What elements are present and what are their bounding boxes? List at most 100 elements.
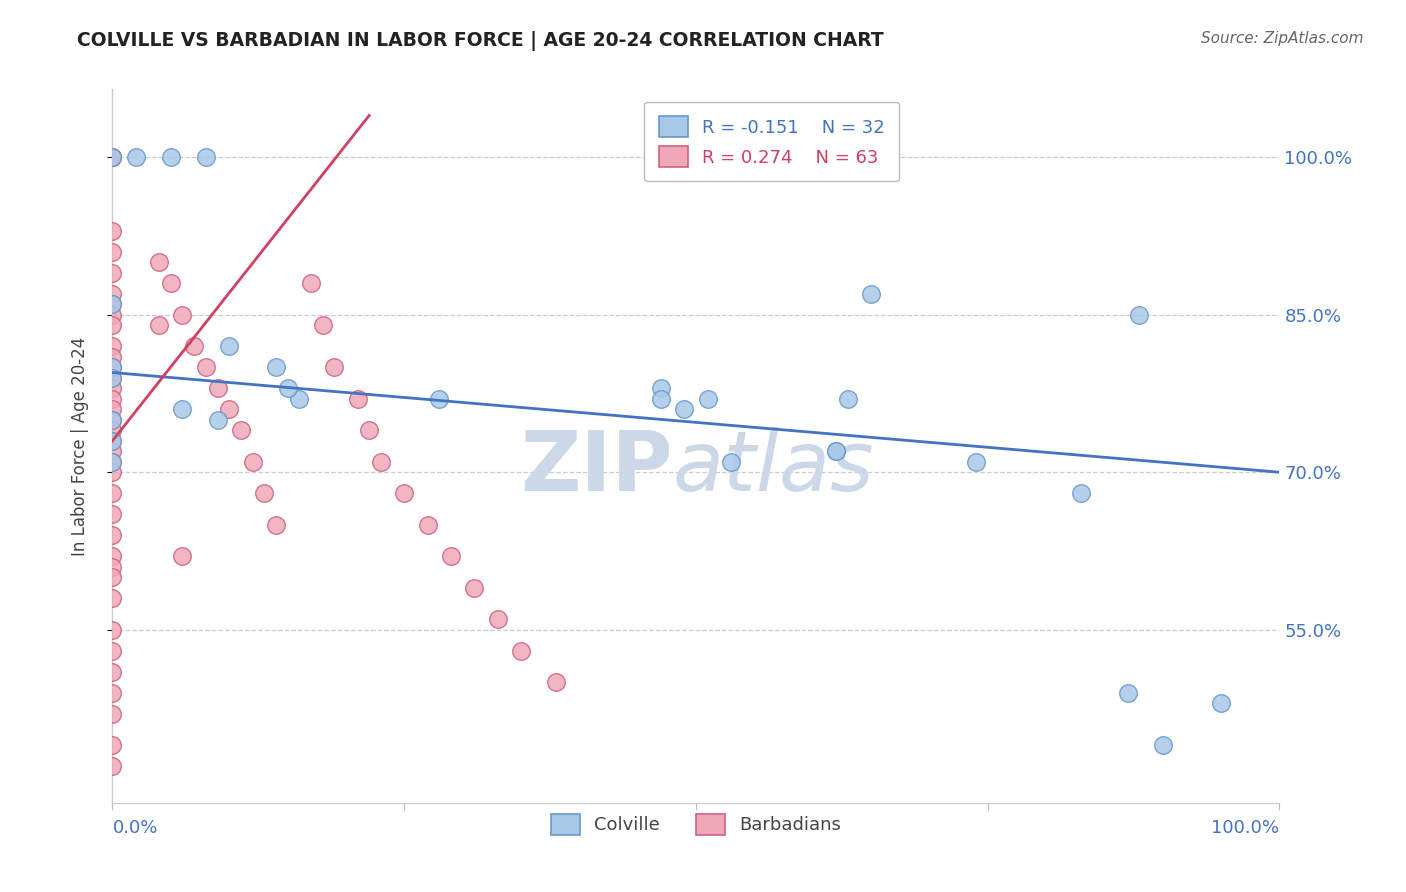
Point (101, 528, 124, 542)
Point (101, 455, 124, 469)
Point (720, 455, 742, 469)
Point (101, 559, 124, 574)
Point (148, 255, 170, 269)
Point (101, 413, 124, 427)
Point (101, 297, 124, 311)
Point (509, 643, 531, 657)
Point (101, 318, 124, 333)
Point (101, 150, 124, 164)
Point (101, 381, 124, 395)
Point (101, 308, 124, 322)
Point (183, 339, 205, 353)
Point (172, 549, 194, 564)
Point (1116, 685, 1139, 699)
Point (101, 643, 124, 657)
Point (218, 339, 240, 353)
Text: ZIP: ZIP (520, 427, 672, 508)
Point (101, 286, 124, 301)
Point (101, 455, 124, 469)
Point (194, 150, 217, 164)
Point (101, 434, 124, 448)
Point (1070, 486, 1092, 500)
Point (427, 392, 450, 406)
Point (101, 665, 124, 679)
Point (160, 150, 183, 164)
Y-axis label: In Labor Force | Age 20-24: In Labor Force | Age 20-24 (70, 336, 89, 556)
Point (194, 360, 217, 375)
Point (359, 423, 381, 437)
Point (650, 392, 672, 406)
Point (311, 318, 333, 333)
Point (463, 581, 485, 595)
Point (101, 507, 124, 521)
Point (101, 392, 124, 406)
Point (673, 402, 696, 417)
Point (101, 244, 124, 259)
Point (101, 570, 124, 584)
Point (264, 360, 287, 375)
Point (370, 455, 392, 469)
Point (101, 360, 124, 375)
Point (1209, 696, 1232, 710)
Point (101, 623, 124, 637)
Point (125, 150, 148, 164)
Point (323, 360, 346, 375)
Point (101, 759, 124, 773)
Point (394, 486, 416, 500)
Point (229, 423, 252, 437)
Point (101, 444, 124, 458)
Point (253, 486, 276, 500)
Point (101, 371, 124, 385)
Point (101, 706, 124, 721)
Text: Source: ZipAtlas.com: Source: ZipAtlas.com (1201, 31, 1364, 46)
Text: 100.0%: 100.0% (1212, 820, 1279, 838)
Legend: Colville, Barbadians: Colville, Barbadians (541, 805, 851, 844)
Point (242, 455, 264, 469)
Point (101, 360, 124, 375)
Point (101, 339, 124, 353)
Point (101, 685, 124, 699)
Point (1128, 308, 1150, 322)
Point (696, 392, 718, 406)
Point (101, 549, 124, 564)
Point (101, 413, 124, 427)
Point (172, 402, 194, 417)
Point (101, 434, 124, 448)
Point (101, 465, 124, 479)
Point (101, 150, 124, 164)
Point (218, 402, 240, 417)
Point (1152, 738, 1174, 752)
Point (544, 675, 567, 690)
Point (860, 286, 883, 301)
Point (825, 444, 848, 458)
Point (101, 423, 124, 437)
Text: COLVILLE VS BARBADIAN IN LABOR FORCE | AGE 20-24 CORRELATION CHART: COLVILLE VS BARBADIAN IN LABOR FORCE | A… (77, 31, 884, 51)
Point (416, 517, 439, 532)
Point (825, 444, 848, 458)
Point (650, 381, 672, 395)
Point (148, 318, 170, 333)
Point (346, 392, 368, 406)
Point (101, 371, 124, 385)
Point (440, 549, 463, 564)
Text: 0.0%: 0.0% (112, 820, 157, 838)
Point (264, 517, 287, 532)
Text: atlas: atlas (672, 427, 875, 508)
Point (101, 591, 124, 606)
Point (172, 308, 194, 322)
Point (101, 266, 124, 280)
Point (101, 150, 124, 164)
Point (486, 612, 509, 626)
Point (276, 381, 298, 395)
Point (160, 277, 183, 291)
Point (207, 381, 229, 395)
Point (299, 277, 322, 291)
Point (101, 402, 124, 417)
Point (101, 738, 124, 752)
Point (101, 150, 124, 164)
Point (101, 350, 124, 364)
Point (965, 455, 987, 469)
Point (101, 486, 124, 500)
Point (207, 413, 229, 427)
Point (101, 297, 124, 311)
